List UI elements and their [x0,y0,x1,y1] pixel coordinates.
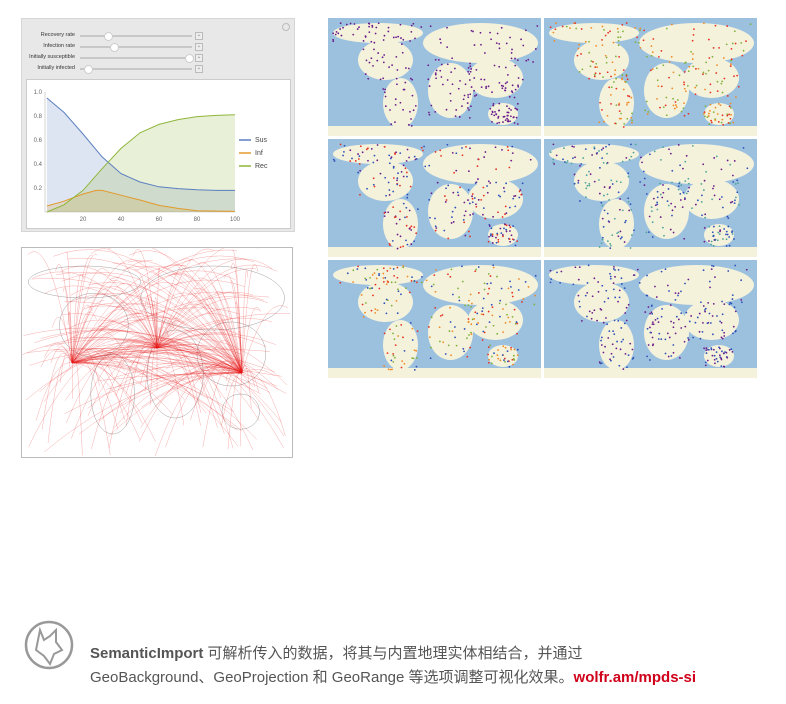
world-map [328,139,541,257]
expand-plus-icon[interactable]: + [195,43,203,51]
slider-label: Initially susceptible [29,54,75,60]
slider-knob[interactable] [83,65,93,74]
slider-label: Initially infected [37,65,75,71]
area-rec [46,114,236,212]
footer-line-1: SemanticImport 可解析传入的数据，将其与内置地理实体相结合，并通过 [90,642,583,663]
slider-label: Recovery rate [40,32,75,38]
x-tick-label: 60 [156,217,163,223]
footer-text-2: GeoBackground、GeoProjection 和 GeoRange 等… [90,669,574,686]
y-tick-label: 0.6 [34,138,43,144]
area-inf [46,190,236,212]
legend-label: Inf [255,150,263,157]
footer-link[interactable]: wolfr.am/mpds-si [573,669,697,686]
expand-plus-icon[interactable]: + [195,54,203,62]
slider-label: Infection rate [43,43,75,49]
legend-label: Rec [255,163,268,170]
slider-row: Initially infected + [22,64,294,74]
x-tick-label: 80 [194,217,201,223]
slider[interactable] [80,32,192,41]
flight-network-map [21,247,293,458]
world-map [544,139,757,257]
slider[interactable] [80,54,194,63]
slider-knob[interactable] [184,54,194,63]
y-tick-label: 0.4 [34,162,43,168]
footer-line-2: GeoBackground、GeoProjection 和 GeoRange 等… [90,666,696,687]
slider-knob[interactable] [104,32,113,41]
slider-row: Recovery rate + [22,31,294,41]
footer-text-1: 可解析传入的数据，将其与内置地理实体相结合，并通过 [203,645,583,662]
y-tick-label: 0.2 [34,186,43,192]
world-map [328,18,541,136]
slider-knob[interactable] [109,43,119,52]
area-sus [46,98,236,212]
sir-chart-svg: 20 40 60 80 100 0.2 0.4 0.6 0.8 1.0 Sus Inf Rec [34,90,268,223]
semanticimport-term: SemanticImport [90,645,204,662]
manipulate-panel: Recovery rate + Infection rate + Initially… [21,18,295,232]
slider[interactable] [80,43,192,52]
world-map [328,260,541,378]
x-tick-label: 40 [118,217,125,223]
x-tick-label: 100 [230,217,241,223]
line-inf [46,189,236,212]
x-tick-label: 20 [80,217,87,223]
slider-row: Infection rate + [22,42,294,52]
legend-label: Sus [255,137,268,144]
slider[interactable] [80,65,192,74]
wolfram-wolf-logo-icon [24,620,74,670]
slider-row: Initially susceptible + [22,53,294,63]
expand-plus-icon[interactable]: + [195,32,203,40]
y-tick-label: 0.8 [34,114,43,120]
world-map [544,18,757,136]
sir-plot: 20 40 60 80 100 0.2 0.4 0.6 0.8 1.0 Sus Inf Rec [26,79,291,229]
y-tick-label: 1.0 [34,90,43,96]
world-map [544,260,757,378]
line-rec [46,114,236,213]
line-sus [46,97,235,191]
expand-plus-icon[interactable]: + [195,65,203,73]
options-icon[interactable] [282,23,290,31]
